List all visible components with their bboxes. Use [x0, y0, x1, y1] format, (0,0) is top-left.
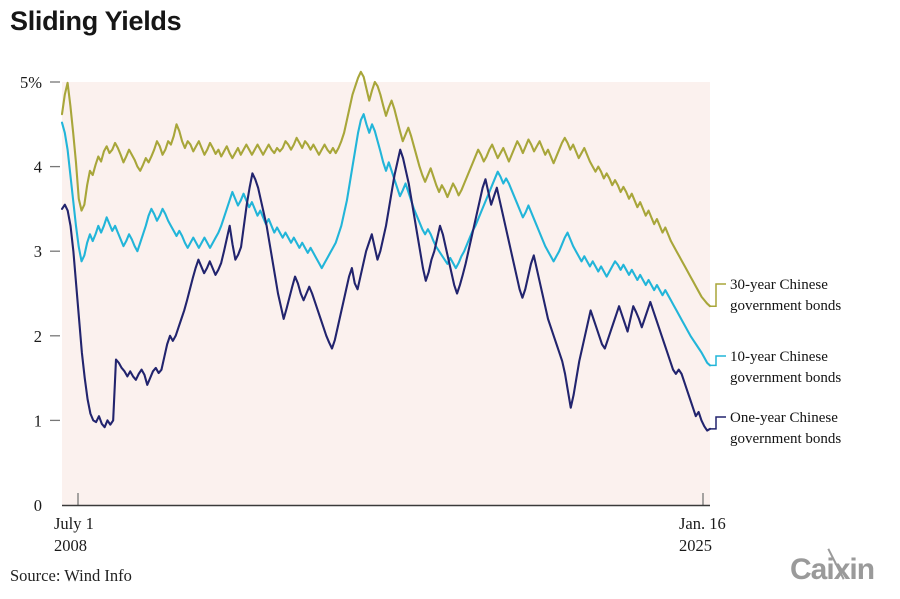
y-tick-label: 4	[34, 158, 42, 177]
source-note: Source: Wind Info	[10, 566, 132, 585]
x-tick-label-date: July 1	[54, 514, 94, 533]
y-tick-label: 1	[34, 411, 42, 430]
chart-legend: 30-year Chinese government bonds 10-year C…	[710, 277, 841, 447]
x-tick-label-year: 2008	[54, 536, 87, 555]
x-tick-label-year: 2025	[679, 536, 712, 555]
series-line	[60, 70, 712, 308]
legend-connector-line	[710, 283, 726, 307]
data-series-group	[60, 70, 712, 432]
legend-connector-line	[710, 416, 726, 430]
page-title: Sliding Yields	[10, 6, 182, 36]
legend-label-line2: government bonds	[730, 298, 841, 314]
x-axis-ticks: July 1 2008 Jan. 16 2025	[54, 493, 726, 555]
series-line	[60, 148, 712, 432]
x-tick-label-date: Jan. 16	[679, 514, 726, 533]
plot-background	[62, 82, 710, 505]
y-axis-ticks: 0 1 2 3 4 5%	[20, 73, 60, 515]
legend-label-line1: 10-year Chinese	[730, 349, 828, 365]
logo-x-wrap: x	[827, 548, 851, 587]
logo-text-x: x	[833, 553, 851, 586]
legend-connector-line	[710, 355, 726, 367]
y-tick-label: 3	[34, 242, 42, 261]
series-line	[60, 113, 712, 367]
y-tick-label: 5%	[20, 73, 42, 92]
legend-label-line2: government bonds	[730, 370, 841, 386]
y-tick-label: 2	[34, 327, 42, 346]
legend-label-line2: government bonds	[730, 431, 841, 447]
caixin-logo: Caix in	[790, 548, 875, 587]
legend-label-line1: 30-year Chinese	[730, 277, 828, 293]
logo-text-pre: Cai	[790, 553, 835, 586]
y-tick-label: 0	[34, 496, 42, 515]
logo-text-post: in	[849, 553, 875, 586]
legend-label-line1: One-year Chinese	[730, 410, 838, 426]
